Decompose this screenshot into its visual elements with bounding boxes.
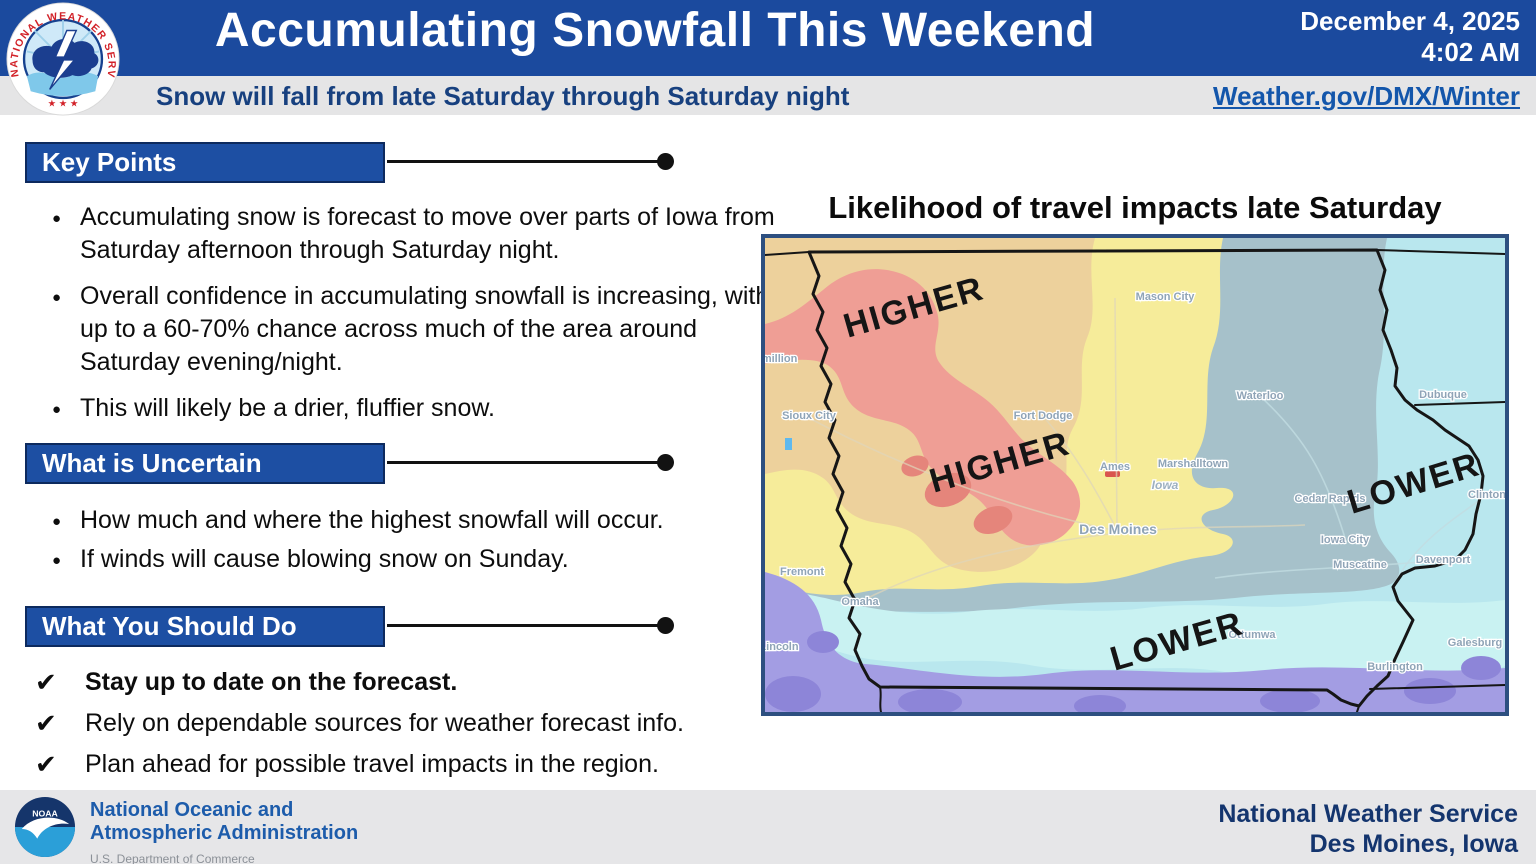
city-label: Omaha	[841, 596, 879, 608]
footer-bar	[0, 790, 1536, 864]
city-label: Ottumwa	[1228, 629, 1276, 641]
region-core-purple	[1461, 656, 1501, 680]
connector-dot-icon	[657, 617, 674, 634]
city-label: Waterloo	[1237, 390, 1284, 402]
page-title: Accumulating Snowfall This Weekend	[214, 4, 1096, 57]
uncertain-list: How much and where the highest snowfall …	[0, 504, 775, 582]
region-core-purple	[898, 689, 962, 712]
road-lines	[808, 297, 1306, 603]
issued-time: 4:02 AM	[1421, 37, 1520, 67]
noaa-logo: NOAA	[14, 796, 76, 858]
logo-sea	[26, 72, 99, 97]
city-label: Marshalltown	[1158, 458, 1229, 470]
region-core-purple	[1260, 689, 1320, 712]
city-label: Fort Dodge	[1014, 410, 1073, 422]
list-item: This will likely be a drier, fluffier sn…	[0, 392, 775, 426]
border-extension	[765, 251, 810, 256]
impact-map-svg: Vermillion Sioux City Mason City Fort Do…	[765, 238, 1505, 712]
section-heading-uncertain: What is Uncertain	[25, 443, 385, 484]
section-heading-key-points: Key Points	[25, 142, 385, 183]
iowa-impact-map: Vermillion Sioux City Mason City Fort Do…	[761, 234, 1509, 716]
logo-lightning-icon	[49, 29, 78, 90]
key-points-list: Accumulating snow is forecast to move ov…	[0, 201, 775, 438]
city-label: Mason City	[1136, 291, 1196, 303]
office-line: Des Moines, Iowa	[1309, 830, 1518, 858]
check-icon: ✔	[35, 708, 57, 738]
list-item: How much and where the highest snowfall …	[0, 504, 775, 538]
city-label: Fremont	[780, 566, 824, 578]
region-purple	[765, 572, 1505, 712]
city-label: Clinton	[1468, 489, 1505, 501]
agency-line: Atmospheric Administration	[90, 822, 359, 844]
check-icon: ✔	[35, 667, 57, 697]
agency-name: National Oceanic and Atmospheric Adminis…	[90, 799, 358, 864]
city-label: Dubuque	[1419, 389, 1467, 401]
city-label: Burlington	[1367, 661, 1423, 673]
region-core-purple	[807, 631, 839, 653]
logo-cloud	[32, 38, 99, 78]
issued-datetime: December 4, 2025 4:02 AM	[1300, 6, 1520, 68]
map-title: Likelihood of travel impacts late Saturd…	[828, 190, 1442, 225]
border-extension	[1376, 249, 1505, 255]
region-core-purple	[765, 676, 821, 712]
list-item: Accumulating snow is forecast to move ov…	[0, 201, 775, 267]
list-item: ✔ Stay up to date on the forecast.	[35, 667, 458, 697]
region-pale-cyan	[765, 586, 1505, 679]
nws-logo: NATIONAL WEATHER SERVICE ★ ★ ★	[6, 2, 120, 116]
logo-stars: ★ ★ ★	[48, 99, 79, 110]
city-label: Muscatine	[1333, 559, 1387, 571]
city-label: Galesburg	[1448, 637, 1502, 649]
city-label: Davenport	[1416, 554, 1471, 566]
city-label: Lincoln	[765, 641, 799, 653]
region-core-red	[924, 472, 972, 508]
connector-dot-icon	[657, 454, 674, 471]
connector-line	[387, 160, 665, 163]
border-extension	[879, 686, 882, 712]
region-core-purple	[1404, 678, 1456, 704]
section-heading-should-do: What You Should Do	[25, 606, 385, 647]
subheader-bar	[0, 76, 1536, 115]
region-higher-red	[765, 269, 1081, 546]
city-label: Des Moines	[1079, 521, 1157, 537]
noaa-bird-icon	[21, 817, 70, 839]
list-item: If winds will cause blowing snow on Sund…	[0, 543, 775, 577]
header-bar	[0, 0, 1536, 76]
city-label: Ames	[1100, 461, 1130, 473]
connector-dot-icon	[657, 153, 674, 170]
city-label: Sioux City	[782, 410, 837, 422]
agency-line: National Oceanic and	[90, 799, 294, 821]
city-labels: Vermillion Sioux City Mason City Fort Do…	[765, 290, 1505, 675]
headline-subtitle: Snow will fall from late Saturday throug…	[156, 81, 850, 111]
noaa-logo-lower	[14, 827, 76, 858]
city-label: Iowa City	[1321, 534, 1370, 546]
office-name: National Weather Service Des Moines, Iow…	[1218, 799, 1518, 859]
city-label: Cedar Rapids	[1295, 493, 1366, 505]
city-label: Vermillion	[765, 353, 798, 365]
department-name: U.S. Department of Commerce	[90, 852, 255, 864]
road-lines	[1214, 395, 1488, 584]
noaa-label: NOAA	[32, 808, 58, 818]
iowa-state-border	[807, 248, 1485, 708]
region-core-red	[973, 505, 1013, 535]
border-extension	[1369, 684, 1505, 690]
check-icon: ✔	[35, 749, 57, 779]
list-item: ✔ Rely on dependable sources for weather…	[35, 708, 684, 738]
region-steel-blue	[765, 238, 1400, 615]
lake	[785, 438, 792, 450]
connector-line	[387, 461, 665, 464]
office-line: National Weather Service	[1218, 800, 1518, 828]
region-core-purple	[1074, 695, 1126, 712]
border-extension	[1414, 401, 1505, 406]
weather-gov-link[interactable]: Weather.gov/DMX/Winter	[1213, 81, 1520, 111]
state-label: Iowa	[1152, 478, 1179, 492]
should-do-list: ✔ Stay up to date on the forecast. ✔ Rel…	[35, 666, 795, 789]
list-item: Overall confidence in accumulating snowf…	[0, 280, 775, 379]
issued-date: December 4, 2025	[1300, 6, 1520, 36]
list-item: ✔ Plan ahead for possible travel impacts…	[35, 749, 659, 779]
connector-line	[387, 624, 665, 627]
